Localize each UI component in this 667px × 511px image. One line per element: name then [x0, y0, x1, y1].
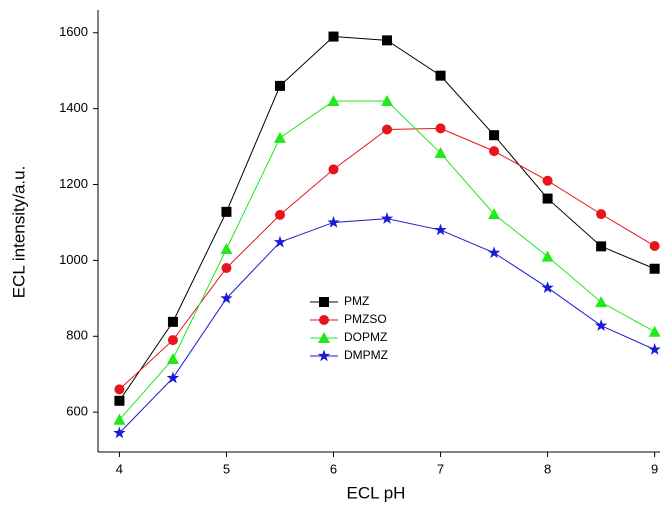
data-point: [166, 353, 179, 365]
data-point: [166, 371, 180, 384]
data-point: [221, 206, 232, 217]
data-point: [273, 131, 286, 143]
data-point: [541, 281, 554, 293]
data-point: [274, 209, 285, 220]
data-point: [489, 146, 500, 157]
data-point: [273, 235, 287, 248]
data-point: [594, 319, 608, 331]
data-point: [595, 296, 608, 308]
data-point: [113, 426, 126, 439]
data-point: [327, 95, 340, 107]
legend-label: PMZ: [344, 294, 369, 308]
data-point: [648, 343, 661, 355]
data-point: [327, 215, 340, 228]
y-tick-label: 600: [66, 404, 88, 419]
y-tick-label: 1000: [59, 252, 88, 267]
x-tick-label: 5: [223, 461, 230, 476]
data-point: [649, 263, 660, 274]
x-tick-label: 4: [116, 461, 123, 476]
data-point: [328, 164, 339, 175]
legend-marker: [319, 315, 329, 325]
data-point: [542, 175, 553, 186]
data-point: [114, 395, 125, 406]
data-point: [596, 209, 607, 220]
data-point: [382, 124, 393, 135]
data-point: [221, 262, 232, 273]
data-point: [541, 250, 554, 262]
legend-label: DOPMZ: [344, 330, 387, 344]
legend-label: DMPMZ: [344, 348, 388, 362]
data-point: [596, 241, 607, 252]
data-point: [220, 243, 233, 255]
series-line: [119, 100, 655, 421]
data-point: [649, 240, 660, 251]
series-line: [119, 218, 655, 434]
data-point: [114, 384, 125, 395]
legend-marker: [319, 297, 329, 307]
data-point: [434, 147, 447, 159]
data-point: [113, 413, 126, 425]
x-axis-title: ECL pH: [347, 483, 406, 502]
data-point: [328, 31, 339, 42]
data-point: [487, 246, 501, 259]
data-point: [434, 223, 447, 236]
data-point: [167, 316, 178, 327]
data-point: [220, 291, 233, 304]
y-axis-title: ECL intensity/a.u.: [9, 166, 28, 299]
legend-marker: [317, 349, 331, 362]
data-point: [382, 35, 393, 46]
data-point: [167, 335, 178, 346]
legend-label: PMZSO: [344, 312, 387, 326]
data-point: [488, 208, 501, 220]
x-tick-label: 7: [437, 461, 444, 476]
legend-marker: [318, 332, 330, 343]
data-point: [542, 193, 553, 204]
y-tick-label: 1400: [59, 100, 88, 115]
y-tick-label: 1200: [59, 176, 88, 191]
y-tick-label: 800: [66, 328, 88, 343]
y-tick-label: 1600: [59, 24, 88, 39]
data-point: [489, 130, 500, 141]
data-point: [435, 123, 446, 134]
x-tick-label: 9: [651, 461, 658, 476]
data-point: [648, 325, 661, 337]
x-tick-label: 6: [330, 461, 337, 476]
data-point: [381, 95, 394, 107]
x-tick-label: 8: [544, 461, 551, 476]
data-point: [380, 212, 394, 224]
data-point: [274, 80, 285, 91]
data-point: [435, 70, 446, 81]
